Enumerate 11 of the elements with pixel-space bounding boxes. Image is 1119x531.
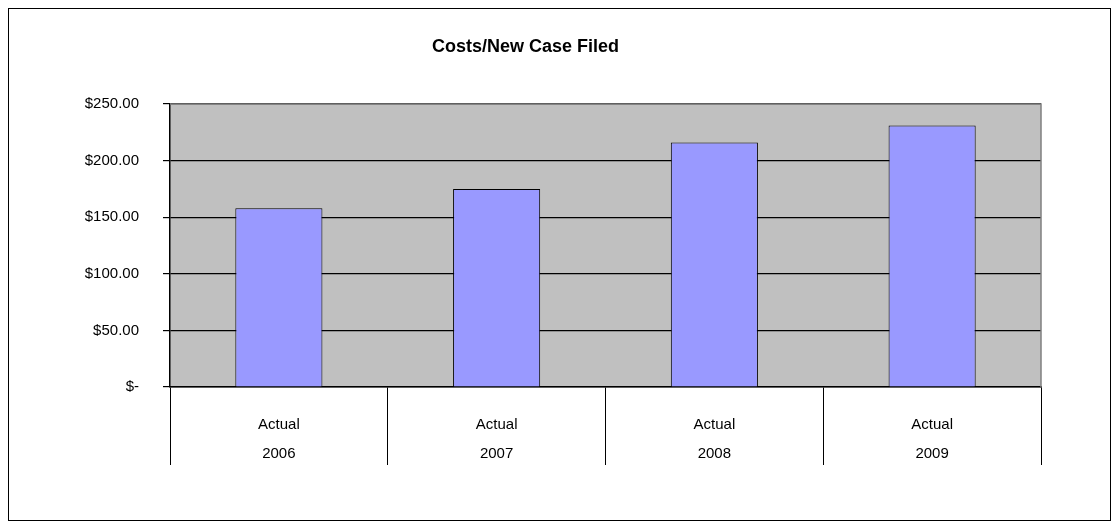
y-tick-label: $- bbox=[125, 377, 139, 395]
y-tick-label: $100.00 bbox=[84, 263, 139, 281]
x-tick-label: Actual 2006 bbox=[258, 415, 300, 461]
x-tick-label: Actual 2008 bbox=[693, 415, 736, 461]
chart-title: Costs/New Case Filed bbox=[431, 36, 620, 57]
y-tick-label: $150.00 bbox=[84, 207, 139, 225]
x-tick-label: Actual 2007 bbox=[475, 415, 518, 461]
y-tick-label: $200.00 bbox=[84, 150, 139, 168]
x-tick-label: Actual 2009 bbox=[911, 415, 953, 461]
y-tick-label: $250.00 bbox=[84, 94, 139, 112]
y-tick-label: $50.00 bbox=[93, 320, 139, 338]
